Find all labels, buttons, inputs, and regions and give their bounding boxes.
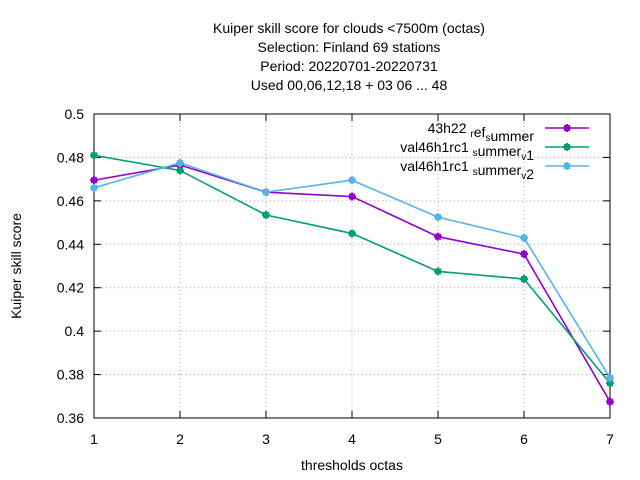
legend-label-2: val46h1rc1 summerv1 (400, 139, 534, 163)
legend-swatch-marker (563, 162, 571, 170)
y-tick-label: 0.4 (65, 323, 85, 339)
data-point (90, 183, 98, 192)
x-tick-label: 5 (434, 431, 442, 447)
series-2 (90, 151, 614, 388)
grid (94, 114, 610, 418)
y-tick-label: 0.5 (65, 106, 85, 122)
x-tick-label: 2 (176, 431, 184, 447)
y-tick-label: 0.38 (57, 367, 84, 383)
title-line-3: Period: 20220701-20220731 (260, 58, 438, 74)
x-tick-label: 1 (90, 431, 98, 447)
data-point (434, 232, 442, 241)
y-tick-label: 0.42 (57, 280, 84, 296)
data-point (348, 192, 356, 201)
data-point (262, 210, 270, 219)
data-point (520, 233, 528, 242)
series-lines (90, 151, 614, 406)
y-tick-label: 0.46 (57, 193, 84, 209)
y-axis-label: Kuiper skill score (8, 213, 24, 319)
y-tick-label: 0.44 (57, 236, 84, 252)
y-tick-label: 0.48 (57, 149, 84, 165)
data-point (176, 166, 184, 175)
legend-label-1: 43h22 refsummer (428, 120, 535, 144)
x-tick-label: 6 (520, 431, 528, 447)
x-tick-label: 7 (606, 431, 614, 447)
data-point (348, 229, 356, 238)
series-1 (90, 161, 614, 406)
legend-swatch-marker (563, 124, 571, 132)
y-tick-label: 0.36 (57, 410, 84, 426)
data-point (434, 213, 442, 222)
data-point (348, 176, 356, 185)
x-tick-label: 4 (348, 431, 356, 447)
data-point (520, 250, 528, 259)
data-point (90, 151, 98, 160)
legend-label-3: val46h1rc1 summerv2 (400, 158, 534, 182)
legend-swatch-marker (563, 143, 571, 151)
axis-ticks: 0.36 0.38 0.4 0.42 0.44 0.46 0.48 0.5 1 2 3 4 5 6 7 (57, 106, 614, 447)
title-line-1: Kuiper skill score for clouds <7500m (oc… (213, 20, 485, 36)
data-point (606, 397, 614, 406)
data-point (262, 188, 270, 197)
data-point (520, 275, 528, 284)
x-axis-label: thresholds octas (301, 457, 403, 473)
chart-title: Kuiper skill score for clouds <7500m (oc… (213, 20, 485, 93)
data-point (606, 373, 614, 382)
data-point (434, 267, 442, 276)
series-3 (90, 158, 614, 382)
title-line-2: Selection: Finland 69 stations (258, 39, 441, 55)
title-line-4: Used 00,06,12,18 + 03 06 ... 48 (251, 77, 448, 93)
data-point (176, 158, 184, 167)
data-point (90, 176, 98, 185)
x-tick-label: 3 (262, 431, 270, 447)
